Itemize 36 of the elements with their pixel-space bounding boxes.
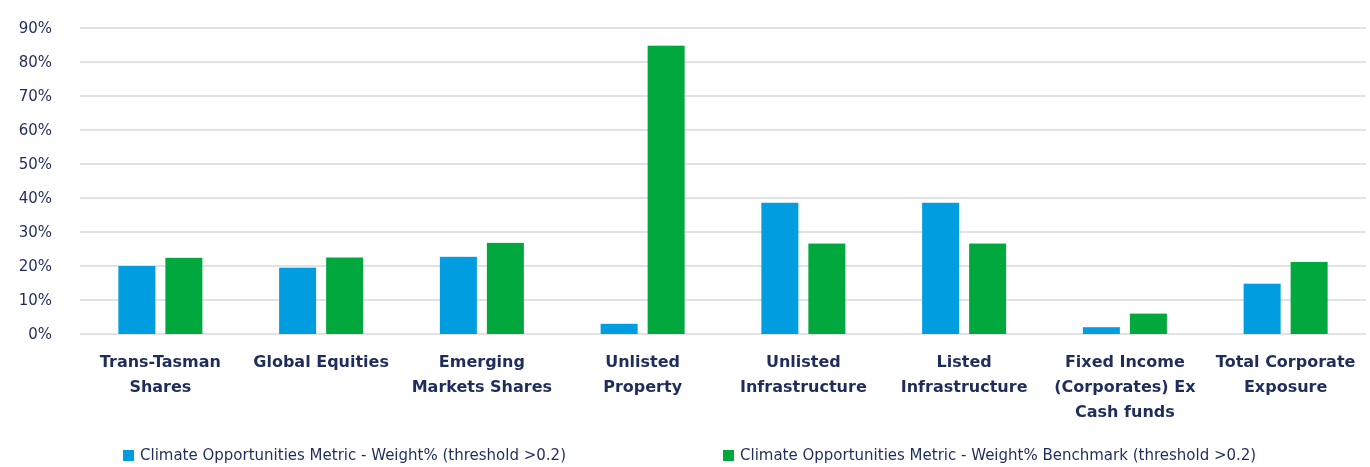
bar	[165, 257, 203, 334]
y-tick-label: 70%	[18, 87, 52, 106]
y-tick-label: 30%	[18, 223, 52, 242]
x-tick-label: Fixed Income (Corporates) Ex Cash funds	[1054, 352, 1197, 421]
x-tick-label: Global Equities	[253, 352, 389, 371]
bar	[808, 243, 846, 334]
y-tick-label: 20%	[18, 257, 52, 276]
x-tick-label: Emerging Markets Shares	[411, 352, 553, 396]
y-tick-label: 90%	[18, 19, 52, 38]
bar	[118, 266, 156, 334]
bar	[439, 256, 477, 334]
x-tick-label: Total Corporate Exposure	[1215, 352, 1356, 396]
y-tick-label: 80%	[18, 53, 52, 72]
y-tick-label: 60%	[18, 121, 52, 140]
bar	[1129, 313, 1167, 334]
bar	[279, 267, 317, 334]
bar	[326, 257, 364, 334]
x-tick-label: Trans-Tasman Shares	[99, 352, 221, 396]
y-tick-label: 10%	[18, 291, 52, 310]
bar	[922, 202, 960, 334]
bar	[969, 243, 1007, 334]
y-tick-label: 40%	[18, 189, 52, 208]
x-tick-label: Unlisted Property	[603, 352, 683, 396]
bar	[1290, 261, 1328, 334]
legend-label: Climate Opportunities Metric - Weight% (threshold >0.2)	[140, 446, 567, 464]
bar	[1243, 283, 1281, 334]
y-tick-label: 50%	[18, 155, 52, 174]
x-tick-label: Unlisted Infrastructure	[740, 352, 867, 396]
legend-label: Climate Opportunities Metric - Weight% Benchmark (threshold >0.2)	[740, 446, 1257, 464]
bar	[486, 242, 524, 334]
y-tick-label: 0%	[28, 325, 52, 344]
bar	[1082, 327, 1120, 334]
bar	[600, 323, 638, 334]
bar	[647, 45, 685, 334]
bar	[761, 202, 799, 334]
x-tick-label: Listed Infrastructure	[900, 352, 1028, 396]
